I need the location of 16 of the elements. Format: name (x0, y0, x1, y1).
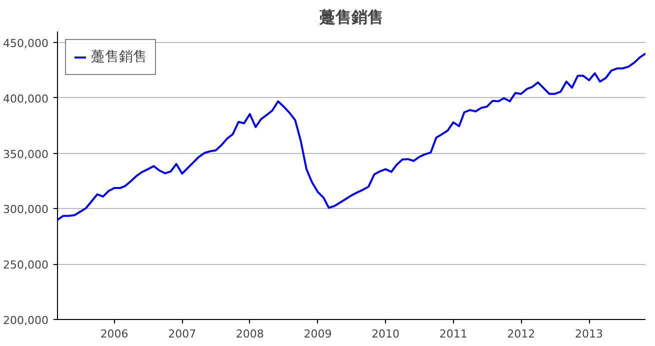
x-tick-label: 2010 (372, 328, 400, 340)
x-tick-label: 2012 (507, 328, 536, 340)
chart-title: 躉售銷售 (318, 8, 384, 26)
x-tick-label: 2009 (304, 328, 332, 340)
y-tick-label: 400,000 (3, 92, 49, 106)
y-tick-label: 200,000 (3, 314, 49, 327)
x-tick-label: 2008 (236, 328, 264, 340)
y-tick-label: 350,000 (3, 148, 49, 161)
y-tick-label: 450,000 (3, 37, 49, 50)
y-tick-label: 300,000 (3, 203, 49, 216)
x-tick-label: 2013 (575, 328, 604, 340)
x-tick-label: 2011 (439, 328, 468, 340)
y-tick-label: 250,000 (3, 258, 49, 272)
x-tick-label: 2006 (100, 328, 128, 340)
x-tick-label: 2007 (168, 328, 196, 340)
legend-label: 躉售銷售 (91, 48, 147, 66)
